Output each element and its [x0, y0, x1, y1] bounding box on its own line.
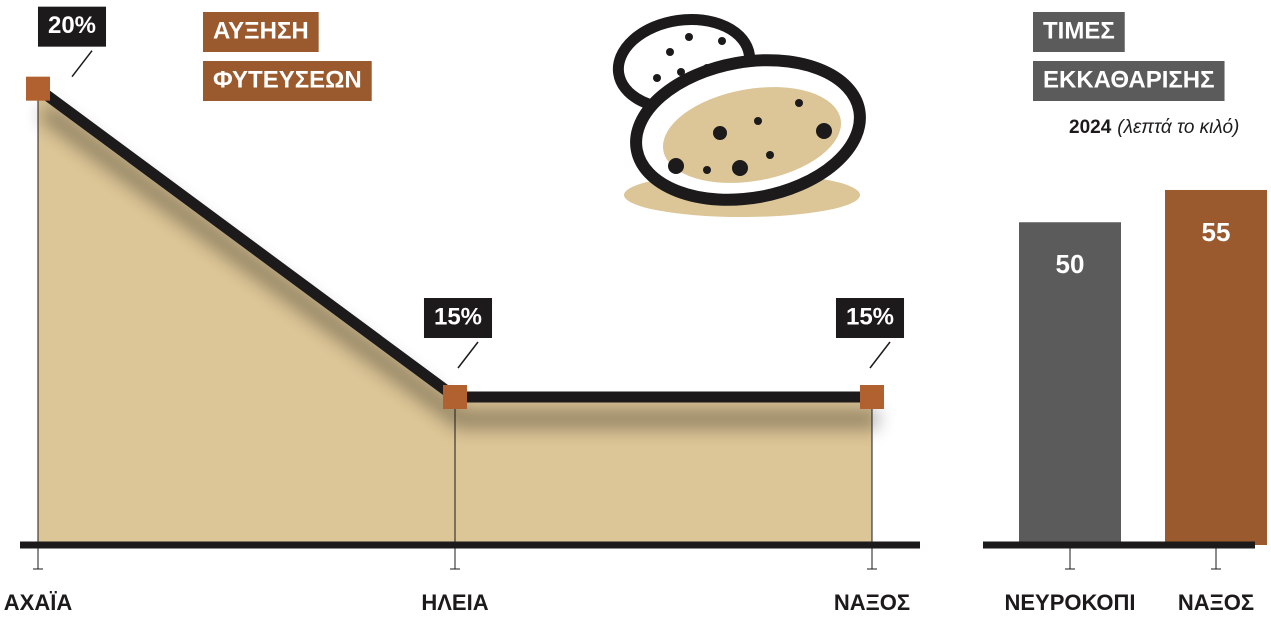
x-tick-label: ΗΛΕΙΑ: [421, 590, 488, 615]
chart-title-box: [203, 12, 319, 52]
chart-title: ΑΥΞΗΣΗ: [213, 17, 309, 44]
value-label: 20%: [48, 12, 96, 39]
chart-title-group: ΤΙΜΕΣ: [1033, 12, 1125, 52]
subtitle-year: 2024: [1069, 117, 1112, 138]
chart-title-box: [1033, 12, 1125, 52]
subtitle: 2024 (λεπτά το κιλό): [1069, 117, 1239, 138]
value-label: 50: [1056, 249, 1085, 279]
value-label-box: [423, 298, 493, 338]
bar: [1019, 222, 1121, 545]
chart-title-box: [203, 61, 372, 101]
value-label-group: 15%: [835, 298, 905, 338]
marker: [860, 385, 884, 409]
value-label-box: [37, 6, 107, 47]
value-label-group: 15%: [423, 298, 493, 338]
chart-title-group: ΕΚΚΑΘΑΡΙΣΗΣ: [1033, 61, 1225, 101]
chart-title-box: [1033, 61, 1225, 101]
potato-icon: [612, 13, 866, 217]
x-tick-label: ΑΧΑΪΑ: [4, 590, 73, 615]
label-connector: [457, 341, 479, 369]
bar: [1165, 189, 1267, 545]
value-label: 15%: [434, 303, 482, 330]
chart-title-group: ΑΥΞΗΣΗ: [203, 12, 319, 52]
value-label: 15%: [846, 303, 894, 330]
chart-title-group: ΦΥΤΕΥΣΕΩΝ: [203, 61, 372, 101]
chart-title: ΦΥΤΕΥΣΕΩΝ: [213, 66, 362, 93]
chart-title: ΕΚΚΑΘΑΡΙΣΗΣ: [1043, 66, 1215, 93]
x-tick-label: ΝΕΥΡΟΚΟΠΙ: [1004, 590, 1135, 615]
marker: [26, 76, 50, 101]
x-tick-label: ΝΑΞΟΣ: [834, 590, 910, 615]
label-connector: [869, 341, 891, 369]
value-label-group: 20%: [37, 6, 107, 47]
label-connector: [71, 50, 93, 78]
chart-title: ΤΙΜΕΣ: [1043, 17, 1115, 44]
marker: [443, 385, 467, 409]
line-shadow: [38, 103, 878, 428]
subtitle-unit: (λεπτά το κιλό): [1117, 117, 1239, 138]
x-tick-label: ΝΑΞΟΣ: [1178, 590, 1254, 615]
value-label-box: [835, 298, 905, 338]
value-label: 55: [1202, 217, 1231, 247]
area: [38, 88, 872, 546]
